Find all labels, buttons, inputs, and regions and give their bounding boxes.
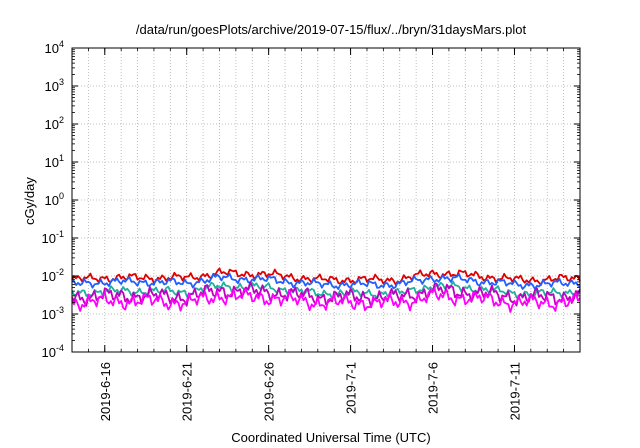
chart-title: /data/run/goesPlots/archive/2019-07-15/f…	[136, 22, 527, 37]
series-line	[71, 280, 581, 300]
x-tick-label: 2019-6-21	[180, 362, 195, 421]
y-tick-label: 102	[45, 115, 64, 132]
y-axis-label: cGy/day	[22, 177, 37, 225]
y-tick-label: 10-2	[42, 267, 64, 284]
series-line	[71, 287, 581, 313]
y-tick-label: 104	[45, 39, 64, 56]
x-tick-labels: 2019-6-16 2019-6-21 2019-6-26 2019-7-1 2019-…	[98, 362, 523, 421]
x-tick-label: 2019-7-6	[426, 362, 441, 414]
x-tick-label: 2019-7-1	[344, 362, 359, 414]
series-line	[71, 267, 581, 286]
x-axis-label: Coordinated Universal Time (UTC)	[231, 430, 430, 445]
y-tick-label: 10-3	[42, 305, 64, 322]
x-tick-label: 2019-7-11	[507, 362, 522, 420]
grid	[72, 48, 580, 352]
x-tick-label: 2019-6-16	[98, 362, 113, 421]
series-group	[71, 267, 581, 313]
x-tick-label: 2019-6-26	[262, 362, 277, 421]
series-line	[71, 281, 581, 309]
y-tick-label: 101	[45, 153, 64, 170]
series-line	[71, 272, 581, 290]
y-tick-label: 10-1	[42, 229, 64, 246]
y-tick-label: 10-4	[42, 343, 64, 360]
y-tick-label: 100	[45, 191, 64, 208]
y-tick-labels: 10-4 10-3 10-2 10-1 100 101 102 103 104	[42, 39, 64, 360]
ticks	[71, 47, 581, 353]
y-tick-label: 103	[45, 77, 64, 94]
